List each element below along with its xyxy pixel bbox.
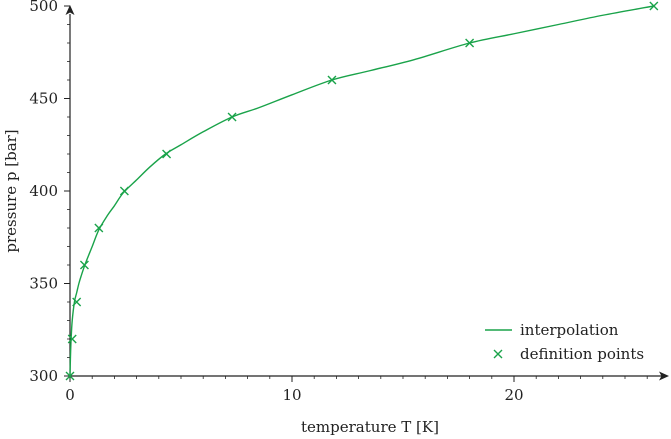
definition-point-marker	[119, 186, 129, 196]
y-tick-label: 450	[29, 90, 58, 108]
legend-label-definition-points: definition points	[520, 345, 644, 363]
x-axis-label: temperature T [K]	[301, 418, 439, 436]
series-layer	[65, 1, 659, 381]
definition-point-marker	[67, 334, 77, 344]
definition-point-marker	[65, 371, 75, 381]
definition-point-marker	[79, 260, 89, 270]
y-tick-label: 300	[29, 367, 58, 385]
x-tick-label: 10	[282, 386, 301, 404]
x-tick-label: 20	[504, 386, 523, 404]
legend-marker-swatch	[493, 349, 503, 359]
x-axis-arrowhead	[659, 371, 669, 381]
definition-point-marker	[72, 297, 82, 307]
definition-point-marker	[227, 112, 237, 122]
axes: 0 10 20 300 350 400 450 500	[29, 0, 669, 404]
y-axis-arrowhead	[65, 5, 75, 15]
y-tick-label: 350	[29, 275, 58, 293]
y-tick-label: 400	[29, 182, 58, 200]
x-tick-label: 0	[65, 386, 75, 404]
legend-label-interpolation: interpolation	[520, 321, 619, 339]
legend: interpolation definition points	[485, 321, 644, 363]
interpolation-line	[69, 5, 654, 377]
y-tick-label: 500	[29, 0, 58, 15]
definition-point-marker	[327, 75, 337, 85]
definition-point-marker	[162, 149, 172, 159]
definition-point-marker	[465, 38, 475, 48]
y-axis-label: pressure p [bar]	[2, 129, 20, 252]
definition-point-marker	[94, 223, 104, 233]
definition-point-marker	[649, 1, 659, 11]
